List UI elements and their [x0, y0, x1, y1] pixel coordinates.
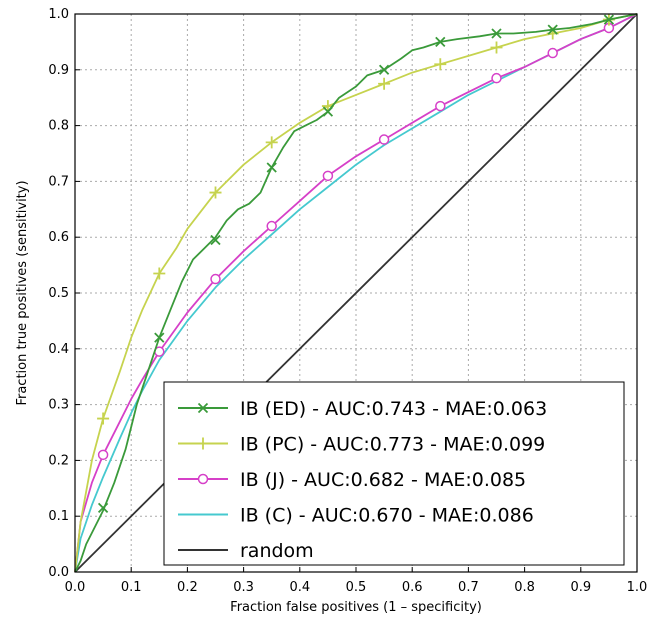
legend-entry: IB (ED) - AUC:0.743 - MAE:0.063 [178, 398, 547, 420]
plus-marker [490, 41, 503, 54]
circle-marker [378, 134, 390, 145]
ticks: 0.00.0 0.1 0.1 0.2 0.2 0.3 0.3 0.4 0.4 0.5 0.5 0.6 0… [48, 7, 647, 595]
x-marker [435, 36, 446, 48]
series-line [74, 13, 638, 573]
y-tick-label: 0.5 [48, 286, 69, 301]
x-tick-label: 0.9 [570, 580, 591, 595]
legend-label: IB (J) - AUC:0.682 - MAE:0.085 [240, 469, 526, 491]
x-marker [97, 502, 109, 513]
plus-marker [265, 136, 278, 149]
y-tick-label: 0.3 [48, 398, 69, 413]
x-marker [603, 14, 615, 25]
x-tick-label: 0.8 [514, 580, 535, 595]
x-tick-label: 0.1 [121, 580, 142, 595]
legend-entry: IB (C) - AUC:0.670 - MAE:0.086 [178, 505, 534, 527]
legend-label: IB (C) - AUC:0.670 - MAE:0.086 [240, 505, 534, 527]
legend-entry: IB (PC) - AUC:0.773 - MAE:0.099 [178, 434, 545, 456]
circle-marker [322, 170, 334, 182]
y-tick-label: 0.0 [48, 565, 69, 580]
circle-marker [491, 72, 502, 84]
circle-marker [435, 100, 446, 112]
plus-marker [378, 77, 391, 90]
x-tick-label: 0.7 [458, 580, 479, 595]
x-marker [547, 24, 558, 35]
x-marker [210, 234, 221, 246]
plus-marker [197, 437, 209, 450]
x-tick-label: 0.4 [289, 580, 310, 595]
legend-label: IB (ED) - AUC:0.743 - MAE:0.063 [240, 398, 547, 420]
circle-marker [197, 473, 209, 485]
y-tick-label: 1.0 [48, 7, 69, 22]
circle-marker [210, 273, 221, 285]
x-tick-label: 0.3 [233, 580, 254, 595]
legend-box [163, 381, 625, 566]
plus-marker [209, 186, 222, 199]
y-tick-label: 0.7 [48, 174, 69, 189]
plus-marker [97, 412, 110, 425]
x-tick-label: 0.2 [177, 580, 198, 595]
circle-marker [547, 47, 558, 59]
x-marker [378, 64, 390, 75]
series-0 [74, 13, 638, 573]
circle-marker [97, 449, 109, 461]
y-tick-label: 0.9 [48, 63, 69, 78]
legend-label: IB (PC) - AUC:0.773 - MAE:0.099 [240, 434, 545, 456]
x-tick-label: 0.0 [65, 580, 86, 595]
y-axis-label: Fraction true positives (sensitivity) [15, 180, 30, 405]
x-marker [322, 106, 334, 117]
x-tick-label: 0.5 [346, 580, 367, 595]
series-2 [74, 13, 638, 573]
x-tick-label: 0.6 [402, 580, 423, 595]
plus-marker [434, 58, 447, 71]
legend-entry: random [178, 540, 314, 562]
y-tick-label: 0.4 [48, 342, 69, 357]
circle-marker [266, 220, 277, 232]
plus-marker [153, 267, 166, 280]
y-tick-label: 0.2 [48, 453, 69, 468]
x-marker [197, 402, 209, 414]
legend-label: random [240, 540, 314, 562]
y-tick-label: 0.1 [48, 509, 69, 524]
series-layer [74, 13, 638, 573]
x-tick-label: 1.0 [627, 580, 648, 595]
x-axis-label: Fraction false positives (1 – specificit… [230, 600, 482, 615]
legend-entry: IB (J) - AUC:0.682 - MAE:0.085 [178, 469, 526, 491]
legend: IB (ED) - AUC:0.743 - MAE:0.063 IB (PC) -… [163, 381, 625, 566]
y-tick-label: 0.6 [48, 230, 69, 245]
series-line [74, 13, 638, 573]
x-marker [154, 332, 165, 343]
x-marker [266, 162, 277, 173]
x-marker [491, 28, 502, 39]
y-tick-label: 0.8 [48, 119, 69, 134]
